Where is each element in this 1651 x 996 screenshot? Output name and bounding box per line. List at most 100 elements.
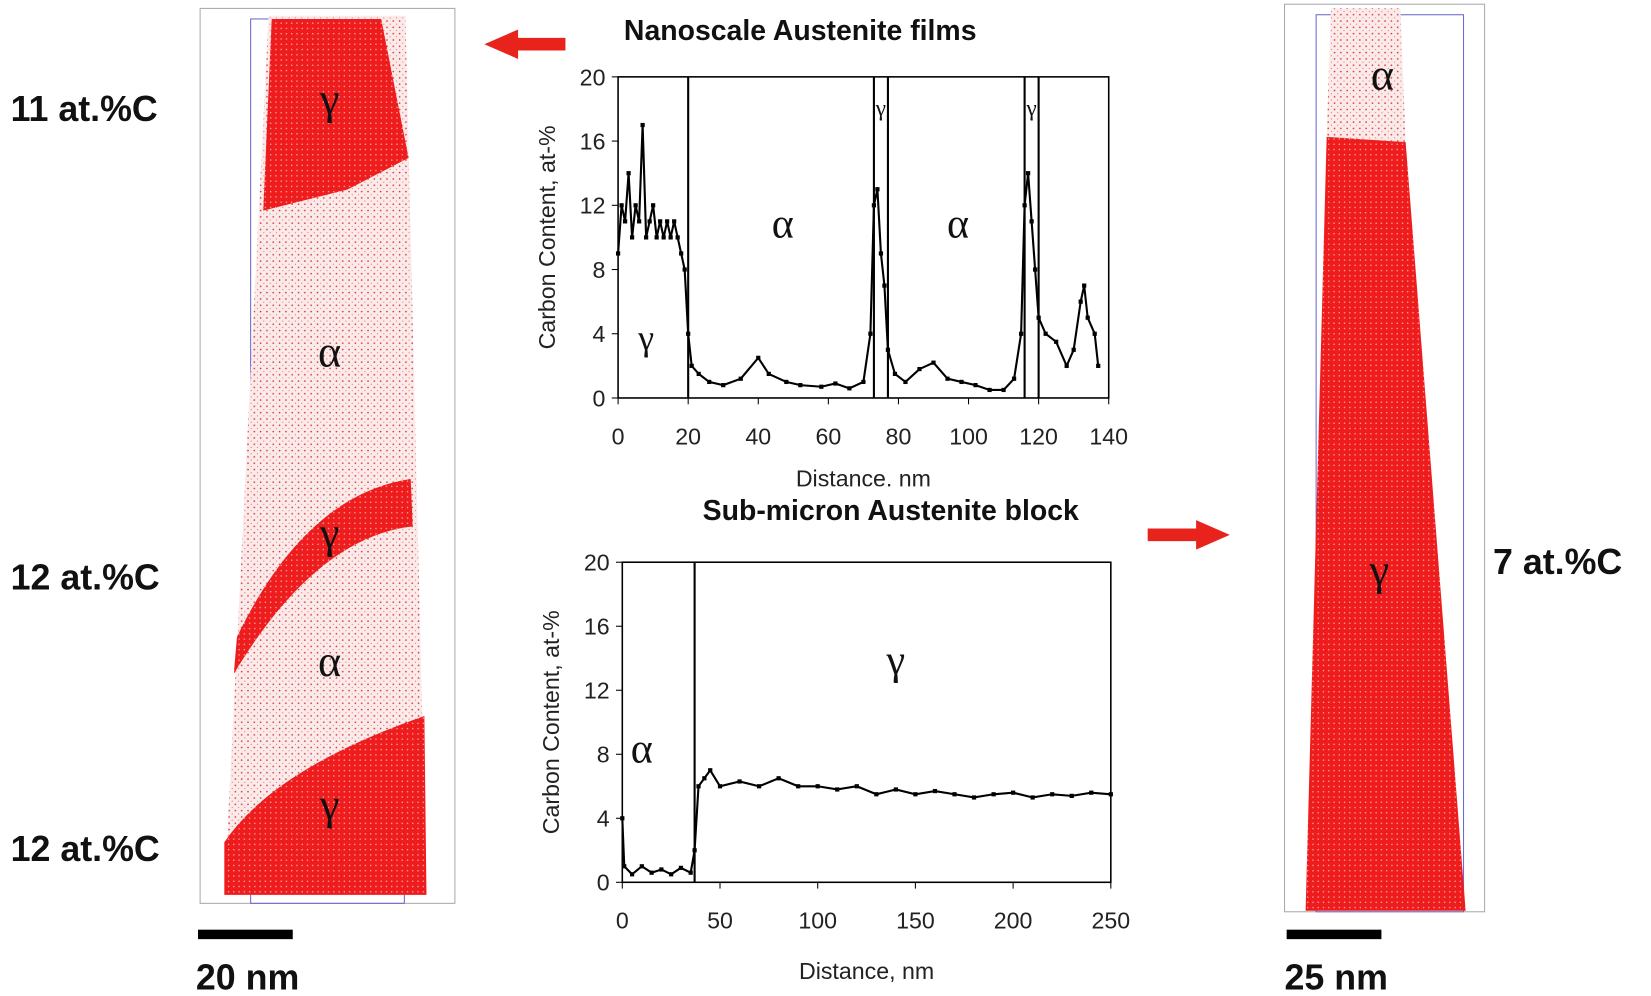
data-point (959, 379, 964, 385)
data-point (931, 360, 936, 365)
data-point (1108, 792, 1113, 797)
data-point (819, 384, 824, 389)
data-point (1085, 315, 1090, 320)
phase-annotation: α (631, 725, 653, 772)
y-axis-title: Carbon Content, at-% (534, 125, 560, 349)
data-point (630, 235, 635, 240)
x-axis-title: Distance, nm (799, 958, 934, 984)
data-point (875, 187, 880, 192)
data-point (847, 386, 852, 391)
data-point (738, 376, 743, 381)
data-point (629, 872, 635, 877)
data-point (973, 383, 978, 388)
scale-bar-label: 20 nm (196, 958, 299, 996)
data-point (945, 376, 950, 381)
data-point (737, 779, 742, 784)
x-tick-label: 150 (896, 908, 935, 934)
composition-label: 12 at.%C (11, 829, 160, 869)
data-point (987, 387, 992, 393)
data-point (649, 870, 654, 875)
x-tick-label: 100 (798, 908, 837, 934)
data-point (637, 219, 642, 224)
data-point (658, 219, 663, 224)
data-point (882, 283, 887, 288)
data-point (640, 122, 645, 128)
data-point (991, 792, 996, 797)
data-point (679, 251, 684, 256)
data-point (1054, 339, 1059, 344)
y-tick-label: 20 (580, 64, 606, 90)
data-point (644, 235, 649, 240)
data-point (689, 363, 694, 368)
data-point (633, 203, 638, 208)
data-point (1030, 795, 1035, 800)
composition-label: 11 at.%C (11, 89, 158, 129)
data-point (756, 784, 762, 789)
data-point (1022, 203, 1027, 208)
data-point (619, 203, 624, 208)
y-tick-label: 16 (580, 129, 606, 155)
data-point (833, 381, 838, 386)
x-tick-label: 120 (1019, 423, 1058, 449)
data-point (854, 784, 859, 789)
data-point (622, 219, 628, 224)
data-point (878, 251, 884, 256)
data-point (893, 787, 898, 792)
data-point (620, 816, 625, 821)
data-point (1033, 267, 1038, 272)
chart-title: Sub-micron Austenite block (703, 495, 1079, 527)
y-tick-label: 12 (580, 193, 606, 219)
data-point (1043, 331, 1048, 336)
data-point (871, 203, 877, 208)
left-specimen (197, 7, 456, 940)
y-tick-label: 4 (593, 321, 606, 347)
data-point (678, 865, 684, 870)
y-tick-label: 0 (597, 870, 610, 896)
data-point (665, 219, 670, 224)
data-point (1096, 363, 1101, 368)
data-point (721, 383, 726, 388)
data-point (707, 379, 712, 385)
data-point (686, 331, 691, 336)
y-tick-label: 8 (597, 742, 610, 768)
data-point (682, 267, 687, 272)
phase-annotation: α (947, 200, 969, 247)
data-point (971, 795, 977, 800)
phase-label: α (318, 327, 341, 376)
data-point (1071, 347, 1076, 352)
data-point (659, 867, 664, 872)
y-tick-label: 4 (597, 806, 610, 832)
plot-frame (621, 561, 1112, 884)
data-point (622, 864, 627, 869)
y-tick-label: 0 (593, 385, 606, 411)
data-point (661, 235, 666, 240)
x-tick-label: 50 (707, 908, 733, 934)
y-tick-label: 12 (584, 678, 610, 704)
data-point (868, 331, 873, 336)
data-point (776, 776, 781, 781)
data-point (675, 235, 680, 240)
arrows (484, 29, 1230, 550)
data-point (885, 347, 891, 352)
data-point (766, 371, 771, 377)
data-point (708, 768, 713, 773)
x-tick-label: 140 (1089, 423, 1128, 449)
data-point (672, 219, 677, 224)
data-point (1011, 376, 1017, 381)
x-axis-title: Distance, nm (796, 465, 931, 491)
y-axis-title: Carbon Content, at-% (538, 610, 564, 834)
phase-label: α (318, 637, 341, 686)
plot-frame (617, 76, 1110, 399)
data-point (874, 792, 879, 797)
data-point (696, 784, 701, 789)
data-point (1036, 315, 1041, 320)
data-point (1082, 283, 1087, 288)
data-point (639, 864, 644, 869)
data-point (696, 371, 701, 377)
data-point (1001, 387, 1006, 393)
composition-label: 7 at.%C (1493, 542, 1622, 582)
phase-annotation: γ (886, 637, 906, 684)
phase-label: γ (1369, 545, 1390, 594)
x-tick-label: 60 (815, 423, 841, 449)
